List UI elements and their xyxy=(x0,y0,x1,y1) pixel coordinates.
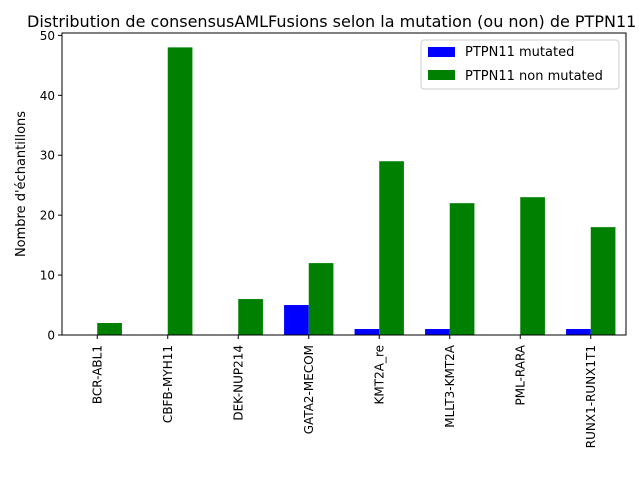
y-tick-label: 40 xyxy=(40,89,55,103)
bar-non-mutated-mllt3-kmt2a xyxy=(449,203,475,335)
legend-label-non-mutated: PTPN11 non mutated xyxy=(465,69,603,84)
bar-non-mutated-bcr-abl1 xyxy=(97,323,122,335)
y-axis-label: Nombre d'échantillons xyxy=(14,111,29,257)
legend-frame xyxy=(420,39,620,90)
bar-non-mutated-runx1-runx1t1 xyxy=(590,227,616,335)
legend: PTPN11 mutated PTPN11 non mutated xyxy=(420,39,620,90)
x-tick-label: PML-RARA xyxy=(513,344,527,405)
bar-non-mutated-gata2-mecom xyxy=(308,263,334,335)
chart-title: Distribution de consensusAMLFusions selo… xyxy=(27,12,636,31)
plot-area: 0 10 20 30 40 50 BCR-ABL1 CBFB-MYH11 DEK-NUP214… xyxy=(40,29,627,448)
x-tick-label: BCR-ABL1 xyxy=(90,345,104,404)
axes-frame xyxy=(61,32,627,336)
legend-swatch-mutated xyxy=(428,47,455,57)
x-tick-label: KMT2A_re xyxy=(372,345,386,404)
y-axis: 0 10 20 30 40 50 xyxy=(40,29,62,343)
y-tick-label: 0 xyxy=(47,329,55,343)
y-tick-label: 30 xyxy=(40,149,55,163)
x-tick-label: MLLT3-KMT2A xyxy=(443,344,457,428)
legend-swatch-non-mutated xyxy=(428,70,455,80)
bar-mutated-mllt3-kmt2a xyxy=(425,329,450,335)
x-tick-label: DEK-NUP214 xyxy=(231,345,245,421)
x-tick-label: RUNX1-RUNX1T1 xyxy=(584,345,598,448)
bar-mutated-gata2-mecom xyxy=(284,305,309,335)
legend-label-mutated: PTPN11 mutated xyxy=(465,45,574,60)
bars xyxy=(97,47,616,335)
x-tick-label: GATA2-MECOM xyxy=(302,345,316,434)
bar-mutated-runx1-runx1t1 xyxy=(566,329,591,335)
bar-non-mutated-cbfb-myh11 xyxy=(167,47,193,335)
bar-non-mutated-kmt2a_re xyxy=(379,161,404,335)
x-axis: BCR-ABL1 CBFB-MYH11 DEK-NUP214 GATA2-MECOM K… xyxy=(90,335,598,448)
y-tick-label: 10 xyxy=(40,269,55,283)
bar-non-mutated-pml-rara xyxy=(520,197,545,335)
bar-non-mutated-dek-nup214 xyxy=(238,299,263,335)
bar-mutated-kmt2a_re xyxy=(354,329,380,335)
y-tick-label: 20 xyxy=(40,209,55,223)
y-tick-label: 50 xyxy=(40,29,55,43)
x-tick-label: CBFB-MYH11 xyxy=(161,345,175,423)
